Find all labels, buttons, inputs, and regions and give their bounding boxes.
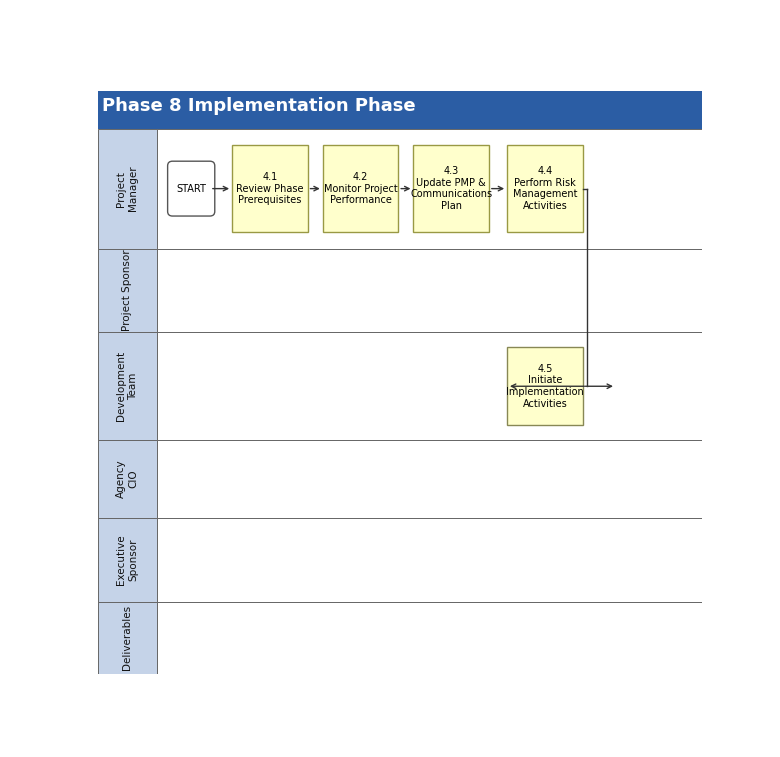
Bar xyxy=(98,440,157,518)
Text: 4.3
Update PMP &
Communications
Plan: 4.3 Update PMP & Communications Plan xyxy=(410,167,492,211)
Bar xyxy=(232,145,307,232)
Text: 4.4
Perform Risk
Management
Activities: 4.4 Perform Risk Management Activities xyxy=(512,167,577,211)
Bar xyxy=(98,248,157,332)
Bar xyxy=(98,518,157,602)
Text: Deliverables: Deliverables xyxy=(122,606,132,671)
Bar xyxy=(157,248,702,332)
FancyBboxPatch shape xyxy=(168,161,214,216)
Text: 4.2
Monitor Project
Performance: 4.2 Monitor Project Performance xyxy=(324,172,397,205)
Bar xyxy=(98,121,702,129)
Text: START: START xyxy=(176,184,206,194)
Bar xyxy=(507,347,583,425)
Text: Project
Manager: Project Manager xyxy=(116,166,138,211)
Text: Agency
CIO: Agency CIO xyxy=(116,459,138,498)
Bar xyxy=(157,602,702,674)
Bar xyxy=(157,440,702,518)
Text: 4.1
Review Phase
Prerequisites: 4.1 Review Phase Prerequisites xyxy=(236,172,303,205)
Bar xyxy=(157,332,702,440)
Bar xyxy=(98,602,157,674)
Text: Development
Team: Development Team xyxy=(116,351,138,422)
Text: 4.5
Initiate
Implementation
Activities: 4.5 Initiate Implementation Activities xyxy=(506,364,583,409)
Bar xyxy=(98,129,157,248)
Bar xyxy=(413,145,489,232)
Bar xyxy=(157,129,702,248)
Bar xyxy=(323,145,399,232)
Bar xyxy=(157,518,702,602)
Text: Executive
Sponsor: Executive Sponsor xyxy=(116,534,138,585)
Bar xyxy=(507,145,583,232)
Text: Project Sponsor: Project Sponsor xyxy=(122,250,132,332)
Bar xyxy=(98,332,157,440)
Bar xyxy=(98,91,702,121)
Text: Phase 8 Implementation Phase: Phase 8 Implementation Phase xyxy=(102,97,416,115)
